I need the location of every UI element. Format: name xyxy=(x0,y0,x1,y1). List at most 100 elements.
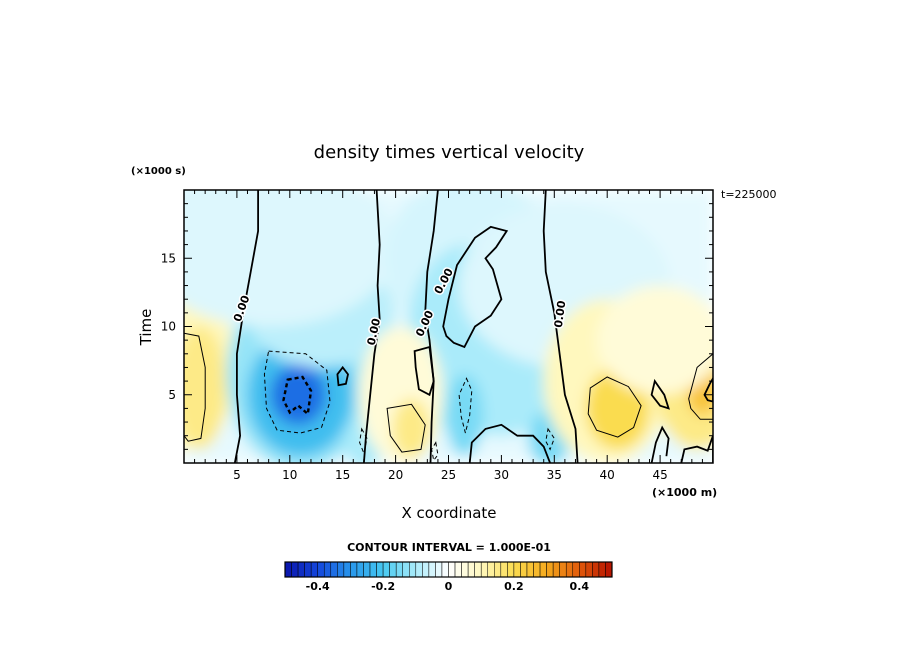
x-tick-label: 25 xyxy=(441,468,456,482)
colorbar-swatch xyxy=(323,561,332,578)
field-region xyxy=(596,285,713,395)
colorbar-swatch xyxy=(565,561,574,578)
x-axis-label: X coordinate xyxy=(401,504,496,522)
colorbar-swatch xyxy=(330,561,338,578)
field-region xyxy=(184,326,227,450)
colorbar-swatch xyxy=(363,561,371,578)
colorbar-swatch xyxy=(409,561,417,578)
colorbar-swatch xyxy=(494,561,502,578)
zero-contour xyxy=(424,190,439,463)
negative-contour xyxy=(545,427,555,451)
time-stamp: t=225000 xyxy=(721,188,777,201)
y-axis-label: Time xyxy=(137,309,155,347)
colorbar-swatch xyxy=(343,561,351,578)
colorbar-swatch xyxy=(337,561,345,578)
shaded-field xyxy=(184,190,713,463)
negative-contour xyxy=(431,441,439,462)
negative-contour xyxy=(359,427,368,456)
zero-contour xyxy=(442,225,509,349)
colorbar-swatch xyxy=(579,561,587,578)
y-tick-label: 10 xyxy=(161,320,176,334)
colorbar-swatch xyxy=(526,561,534,578)
field-region xyxy=(392,398,431,459)
zero-contour xyxy=(680,435,713,463)
colorbar-swatch xyxy=(369,561,377,578)
colorbar-swatch xyxy=(487,561,495,578)
colorbar-swatch xyxy=(467,561,475,578)
colorbar-swatch xyxy=(435,561,443,578)
colorbar-swatch xyxy=(592,561,600,578)
colorbar-swatch xyxy=(428,561,436,578)
colorbar-tick-label: 0 xyxy=(445,580,453,593)
negative-contour xyxy=(282,375,313,417)
colorbar-tick-label: -0.2 xyxy=(371,580,395,593)
contour-interval-label: CONTOUR INTERVAL = 1.000E-01 xyxy=(347,541,551,554)
colorbar-swatch xyxy=(448,561,456,578)
colorbar-swatch xyxy=(520,561,528,578)
y-unit-label: (×1000 s) xyxy=(131,166,186,177)
colorbar-swatch xyxy=(297,561,305,578)
colorbar-swatch xyxy=(402,561,410,578)
zero-contour xyxy=(542,190,579,463)
colorbar-swatch xyxy=(539,561,547,578)
y-tick-label: 5 xyxy=(168,388,176,402)
zero-contour xyxy=(386,403,426,453)
colorbar-swatch xyxy=(474,561,482,578)
colorbar-swatch xyxy=(441,561,449,578)
colorbar-swatch xyxy=(356,561,364,578)
zero-contour xyxy=(703,376,713,403)
zero-contour xyxy=(650,425,670,463)
colorbar-swatch xyxy=(376,561,384,578)
colorbar-swatch xyxy=(291,561,299,578)
contour-label: 0.00 xyxy=(552,299,569,328)
colorbar-tick-label: 0.4 xyxy=(570,580,590,593)
colorbar-swatch xyxy=(500,561,508,578)
zero-contour xyxy=(363,190,381,463)
chart-title: density times vertical velocity xyxy=(314,142,585,163)
colorbar-swatch xyxy=(572,561,580,578)
zero-contour xyxy=(587,376,642,438)
colorbar-swatch xyxy=(284,561,292,578)
colorbar-swatch xyxy=(415,561,423,578)
x-tick-label: 45 xyxy=(652,468,667,482)
colorbar-swatch xyxy=(513,561,521,578)
zero-contour xyxy=(688,353,713,420)
y-tick-label: 15 xyxy=(161,251,176,265)
colorbar-swatch xyxy=(454,561,462,578)
plot-area xyxy=(184,190,713,463)
negative-contour xyxy=(458,377,473,434)
colorbar-swatch xyxy=(350,561,358,578)
x-tick-label: 30 xyxy=(494,468,509,482)
contour-lines xyxy=(184,190,713,463)
colorbar-swatch xyxy=(382,561,390,578)
x-tick-label: 15 xyxy=(335,468,350,482)
colorbar-swatch xyxy=(507,561,515,578)
zero-contour xyxy=(650,378,670,410)
x-tick-label: 10 xyxy=(282,468,297,482)
colorbar-swatch xyxy=(310,561,318,578)
negative-contour xyxy=(263,350,331,434)
colorbar-swatch xyxy=(533,561,541,578)
colorbar-tick-label: -0.4 xyxy=(306,580,330,593)
colorbar-swatch xyxy=(605,561,613,578)
zero-contour xyxy=(468,423,551,463)
zero-contour xyxy=(336,365,349,387)
colorbar-swatch xyxy=(304,561,312,578)
colorbar-tick-label: 0.2 xyxy=(504,580,524,593)
field-region xyxy=(184,190,396,327)
colorbar-swatch xyxy=(422,561,430,578)
x-tick-label: 35 xyxy=(547,468,562,482)
field-region xyxy=(445,374,484,457)
colorbar-swatch xyxy=(389,561,397,578)
x-tick-label: 20 xyxy=(388,468,403,482)
colorbar-swatch xyxy=(480,561,488,578)
zero-contour xyxy=(413,345,435,397)
colorbar-swatch xyxy=(546,561,554,578)
x-tick-label: 5 xyxy=(233,468,241,482)
x-unit-label: (×1000 m) xyxy=(652,486,717,499)
colorbar-swatch xyxy=(395,561,403,578)
colorbar-frame xyxy=(284,561,613,578)
colorbar: -0.4 -0.2 0 0.2 0.4 xyxy=(284,561,613,593)
axis-ticks: 5 10 15 20 25 30 35 40 45 5 10 15 xyxy=(161,189,714,482)
x-tick-label: 40 xyxy=(600,468,615,482)
